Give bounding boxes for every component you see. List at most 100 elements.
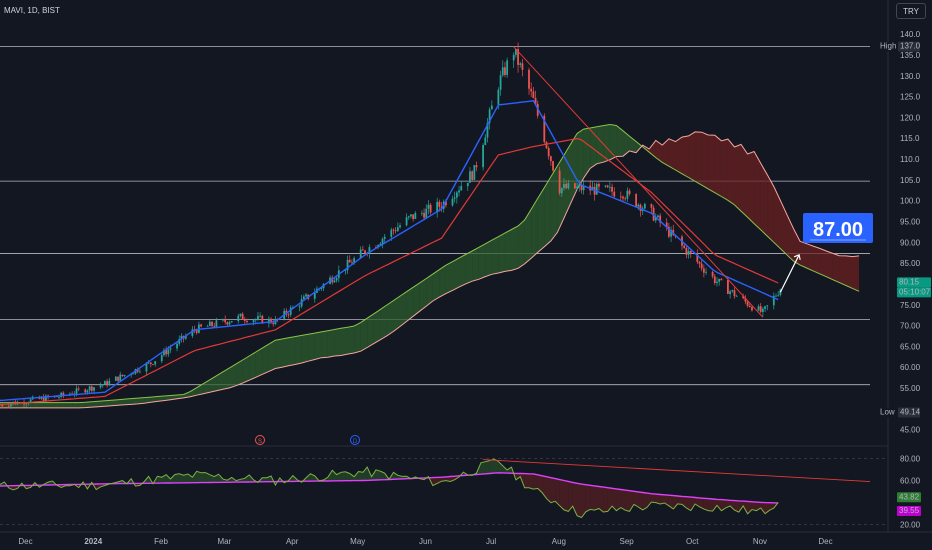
candle-body: [396, 227, 399, 232]
cloud-segment: [583, 127, 591, 179]
candle-body: [497, 89, 500, 106]
candle-body: [7, 406, 10, 407]
cloud-segment: [144, 397, 151, 404]
candle-body: [267, 318, 270, 324]
candle-body: [379, 243, 382, 245]
candle-body: [705, 271, 707, 273]
rsi-fill-segment: [594, 485, 599, 511]
rsi-fill-segment: [445, 476, 451, 482]
last-price-badge: [897, 277, 931, 288]
candle-body: [624, 198, 627, 200]
cloud-segment: [721, 139, 728, 201]
target-callout[interactable]: [803, 213, 873, 243]
tenkan-line: [0, 100, 779, 402]
rsi-fill-segment: [192, 471, 197, 483]
rsi-pane: [0, 445, 888, 525]
candle-body: [359, 249, 362, 259]
candle-body: [635, 193, 638, 207]
candle-body: [657, 215, 659, 218]
cloud-segment: [65, 402, 73, 408]
candle-body: [473, 165, 476, 180]
cloud-segment: [301, 334, 309, 364]
rsi-fill-segment: [524, 473, 529, 488]
cloud-segment: [196, 383, 204, 396]
candle-body: [560, 188, 563, 194]
cloud-segment: [675, 137, 683, 174]
candle-body: [563, 184, 565, 189]
candle-body: [176, 343, 178, 349]
time-tick-label: Aug: [552, 537, 566, 546]
candle-body: [458, 190, 460, 193]
rsi-fill-segment: [629, 490, 634, 512]
rsi-fill-segment: [699, 497, 704, 510]
cloud-segment: [419, 278, 427, 312]
horizontal-levels: [0, 46, 870, 386]
cloud-segment: [478, 243, 486, 280]
dividend-marker-label: D: [353, 439, 358, 445]
candle-body: [501, 67, 504, 76]
rsi-fill-segment: [638, 491, 643, 510]
rsi-fill-segment: [673, 495, 678, 509]
cloud-segment: [839, 255, 846, 286]
price-tick-label: 90.00: [900, 238, 921, 247]
candle-body: [206, 325, 209, 327]
candle-body: [504, 67, 506, 75]
price-tick-label: 75.00: [900, 301, 921, 310]
rsi-fill-segment: [651, 493, 656, 503]
candle-body: [208, 321, 211, 326]
time-tick-label: Feb: [154, 537, 168, 546]
rsi-fill-segment: [677, 495, 683, 505]
rsi-trendline[interactable]: [483, 459, 871, 483]
rsi-fill-segment: [380, 471, 385, 480]
cloud-segment: [636, 141, 643, 153]
drawings[interactable]: 87.00 S D: [255, 46, 874, 445]
cloud-segment: [393, 296, 401, 332]
rsi-fill-segment: [528, 473, 534, 490]
candle-body: [99, 385, 102, 388]
candle-body: [713, 276, 716, 283]
candle-body: [438, 201, 441, 207]
candle-body: [532, 91, 535, 99]
candle-body: [259, 315, 262, 317]
rsi-fill-segment: [568, 481, 573, 512]
rsi-value-badge-text: 43.82: [899, 492, 920, 501]
candle-body: [394, 230, 397, 232]
candle-body: [729, 291, 732, 294]
cloud-segment: [170, 394, 178, 400]
rsi-fill-segment: [743, 501, 748, 514]
candle-body: [766, 305, 769, 307]
trendline[interactable]: [513, 46, 764, 318]
cloud-segment: [386, 300, 394, 336]
rsi-fill-segment: [660, 494, 665, 504]
cloud-segment: [800, 241, 807, 268]
chart-title: MAVI, 1D, BIST: [4, 6, 60, 15]
time-tick-label: Dec: [818, 537, 832, 546]
time-tick-label: Dec: [18, 537, 32, 546]
cloud-segment: [668, 138, 676, 170]
rsi-fill-segment: [502, 465, 508, 474]
candle-body: [547, 147, 550, 157]
rsi-fill-segment: [183, 474, 188, 483]
rsi-fill-segment: [157, 476, 162, 484]
cloud-segment: [826, 251, 833, 280]
cloud-segment: [334, 328, 342, 357]
dividend-marker[interactable]: [350, 435, 360, 445]
candle-body: [178, 339, 181, 344]
candle-body: [261, 315, 264, 324]
candle-body: [302, 296, 305, 300]
cloud-segment: [806, 243, 814, 271]
rsi-fill-segment: [533, 473, 538, 490]
candle-body: [665, 222, 668, 227]
candle-body: [512, 54, 515, 61]
split-marker[interactable]: [255, 435, 265, 445]
projection-arrow[interactable]: [779, 254, 800, 293]
candle-body: [519, 63, 522, 65]
cloud-segment: [773, 186, 781, 249]
currency-button[interactable]: TRY: [896, 3, 926, 19]
rsi-fill-segment: [616, 488, 621, 511]
cloud-segment: [760, 163, 768, 237]
time-tick-label: 2024: [84, 537, 102, 546]
candle-body: [351, 262, 353, 264]
